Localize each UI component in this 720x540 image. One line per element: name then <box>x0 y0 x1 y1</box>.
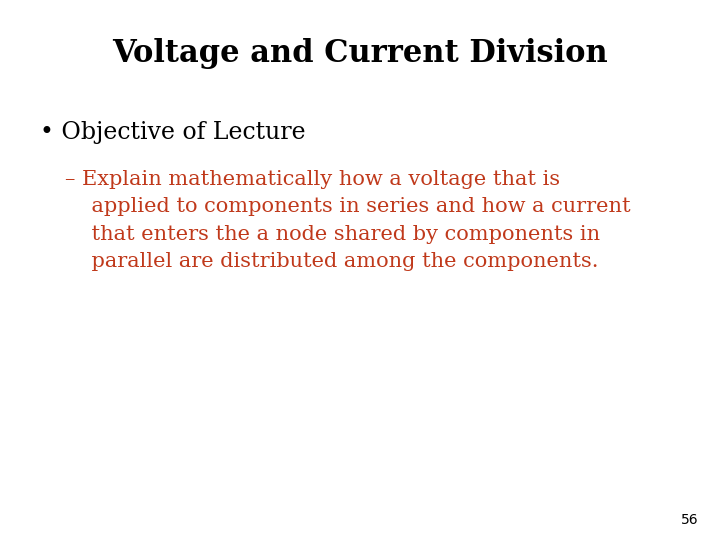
Text: Voltage and Current Division: Voltage and Current Division <box>112 38 608 69</box>
Text: 56: 56 <box>681 512 698 526</box>
Text: • Objective of Lecture: • Objective of Lecture <box>40 122 305 145</box>
Text: – Explain mathematically how a voltage that is
    applied to components in seri: – Explain mathematically how a voltage t… <box>65 170 631 271</box>
